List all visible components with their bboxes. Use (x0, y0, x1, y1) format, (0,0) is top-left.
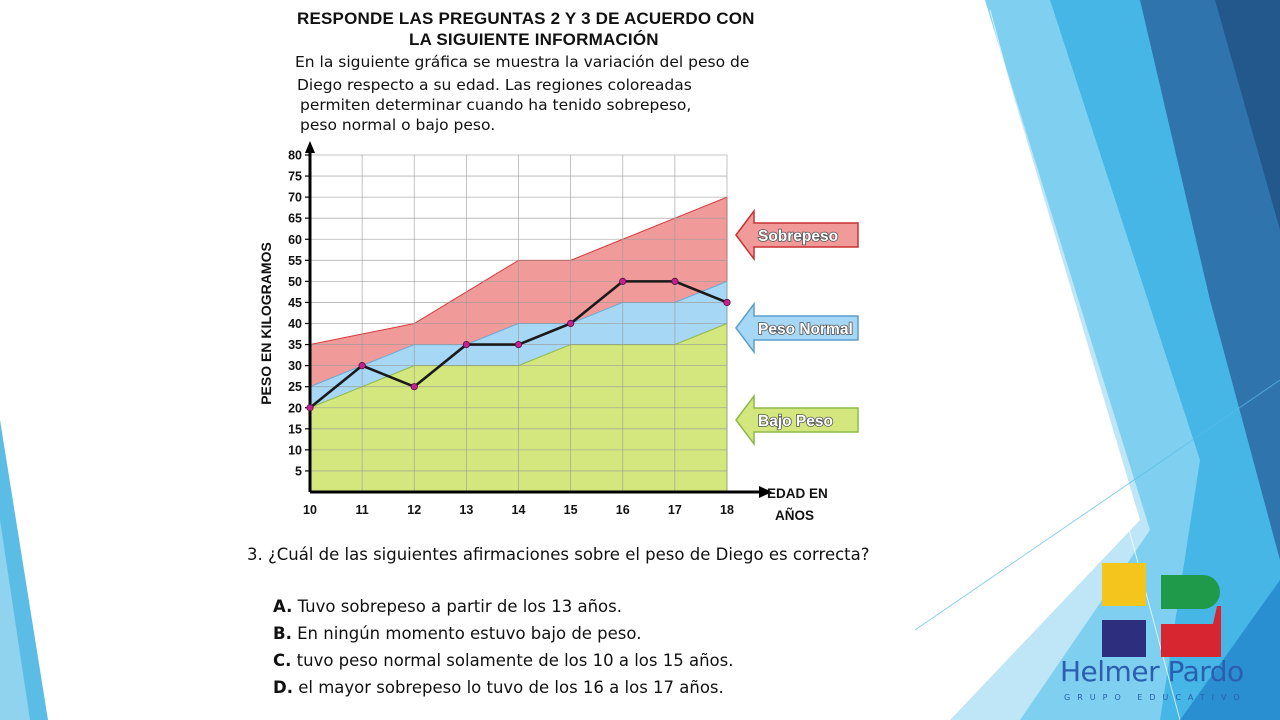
option-c[interactable]: C. tuvo peso normal solamente de los 10 … (273, 651, 733, 670)
weight-point (619, 277, 627, 285)
right-navy-panel (1215, 0, 1280, 230)
intro-line-1: En la siguiente gráfica se muestra la va… (295, 53, 750, 71)
option-a-text: Tuvo sobrepeso a partir de los 13 años. (297, 597, 622, 616)
y-tick-label: 20 (288, 401, 302, 415)
logo-subtitle: GRUPO EDUCATIVO (1064, 693, 1247, 702)
y-tick-label: 10 (288, 443, 302, 457)
intro-line-4: peso normal o bajo peso. (300, 116, 496, 134)
option-d-text: el mayor sobrepeso lo tuvo de los 16 a l… (298, 678, 724, 697)
x-tick-label: 12 (407, 503, 421, 517)
x-tick-label: 16 (616, 503, 630, 517)
logo-name: Helmer Pardo (1060, 655, 1244, 688)
y-tick-label: 65 (288, 212, 302, 226)
y-tick-label: 50 (288, 275, 302, 289)
y-tick-label: 40 (288, 317, 302, 331)
right-dark-panel (1140, 0, 1280, 560)
bottom-right-accent (1180, 580, 1280, 720)
question-text: 3. ¿Cuál de las siguientes afirmaciones … (247, 545, 870, 564)
logo-mark (1102, 563, 1221, 657)
option-a[interactable]: A. Tuvo sobrepeso a partir de los 13 año… (273, 597, 622, 616)
option-d[interactable]: D. el mayor sobrepeso lo tuvo de los 16 … (273, 678, 724, 697)
x-tick-label: 14 (512, 503, 526, 517)
logo-red-shape (1161, 606, 1221, 657)
y-tick-label: 45 (288, 296, 302, 310)
weight-point (514, 340, 523, 349)
option-c-text: tuvo peso normal solamente de los 10 a l… (296, 651, 734, 670)
x-tick-label: 17 (668, 503, 682, 517)
legend-arrow-bajo-peso (735, 393, 859, 447)
legend-label-sobrepeso: Sobrepeso (758, 228, 838, 245)
logo-navy-square (1102, 620, 1146, 657)
intro-line-3: permiten determinar cuando ha tenido sob… (300, 96, 692, 114)
weight-point (410, 383, 418, 391)
x-axis-label-line-1: EDAD EN (767, 486, 828, 501)
thin-line-2 (914, 379, 1280, 631)
y-tick-label: 60 (288, 233, 302, 247)
option-c-letter: C. (273, 651, 292, 670)
y-tick-label: 55 (288, 254, 302, 268)
title-line-2: LA SIGUIENTE INFORMACIÓN (409, 30, 659, 49)
x-axis-label-line-2: AÑOS (775, 508, 814, 523)
weight-point (723, 298, 731, 307)
legend-arrow-peso-normal (735, 301, 859, 355)
y-tick-label: 30 (288, 359, 302, 373)
x-tick-label: 13 (459, 503, 473, 517)
thin-line (989, 9, 1181, 720)
option-b[interactable]: B. En ningún momento estuvo bajo de peso… (273, 624, 641, 643)
option-a-letter: A. (273, 597, 293, 616)
y-tick-label: 70 (288, 191, 302, 205)
legend-label-peso-normal: Peso Normal (758, 321, 853, 338)
option-b-letter: B. (273, 624, 292, 643)
option-b-text: En ningún momento estuvo bajo de peso. (297, 624, 642, 643)
legend-label-bajo-peso: Bajo Peso (758, 413, 833, 430)
weight-age-chart: 5 10 15 20 25 30 35 40 45 50 55 60 65 70 75 80 10 11 12 13 1… (258, 141, 859, 523)
y-tick-label: 35 (288, 338, 302, 352)
y-axis-arrow (305, 141, 315, 153)
weight-point (358, 362, 366, 370)
weight-point (462, 340, 470, 349)
y-axis-label: PESO EN KILOGRAMOS (258, 242, 274, 405)
y-tick-label: 5 (295, 464, 302, 478)
title-line-1: RESPONDE LAS PREGUNTAS 2 Y 3 DE ACUERDO … (297, 9, 755, 28)
weight-point (671, 277, 679, 285)
x-tick-label: 10 (303, 503, 317, 517)
y-tick-label: 80 (288, 149, 302, 163)
y-tick-label: 75 (288, 170, 302, 184)
y-tick-label: 25 (288, 380, 302, 394)
option-d-letter: D. (273, 678, 293, 697)
logo-green-shape (1161, 575, 1220, 609)
legend-arrow-sobrepeso (735, 208, 859, 262)
weight-point (306, 404, 314, 412)
x-tick-label: 18 (720, 503, 734, 517)
x-axis-arrow (759, 486, 772, 498)
intro-line-2: Diego respecto a su edad. Las regiones c… (297, 76, 692, 94)
weight-point (567, 319, 575, 328)
left-blue-shape-light (0, 520, 30, 720)
x-tick-label: 11 (356, 503, 369, 517)
y-tick-label: 15 (288, 422, 302, 436)
x-tick-label: 15 (564, 503, 578, 517)
logo-yellow-square (1102, 563, 1146, 606)
